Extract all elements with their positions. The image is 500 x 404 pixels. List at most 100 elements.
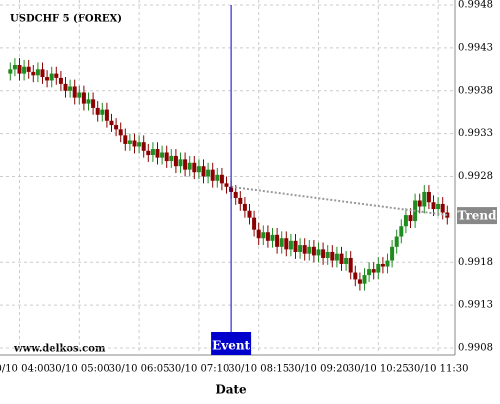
candle-body (95, 107, 100, 115)
x-axis-title: Date (215, 383, 247, 397)
candle-body (279, 238, 284, 247)
candle-body (252, 217, 257, 230)
candle-body (17, 65, 22, 74)
candle-body (417, 200, 422, 207)
y-tick-label: 0.9913 (458, 300, 493, 311)
candle-body (265, 232, 270, 241)
candle-body (316, 249, 321, 256)
candle-body (233, 191, 238, 198)
candle-body (123, 135, 128, 144)
candle-body (380, 263, 385, 267)
y-tick-label: 0.9928 (458, 171, 493, 182)
candle-body (58, 77, 63, 84)
candle-body (385, 260, 390, 267)
candle-body (150, 149, 155, 156)
candle-body (192, 162, 197, 173)
candle-body (63, 83, 68, 91)
y-tick-label: 0.9908 (458, 343, 493, 354)
candle-body (403, 215, 408, 227)
candle-body (68, 86, 73, 91)
candle-body (146, 150, 151, 156)
candle-body (247, 210, 252, 218)
event-label-box (211, 332, 252, 355)
candle-body (137, 142, 142, 147)
candle-body (311, 246, 316, 256)
candle-body (114, 125, 119, 130)
candle-body (371, 269, 376, 273)
candle-body (201, 166, 206, 177)
y-tick-label: 0.9938 (458, 85, 493, 96)
candle-body (408, 215, 413, 222)
candle-body (91, 99, 96, 108)
x-tick-label: 30/10 05:00 (49, 364, 110, 375)
candle-body (49, 73, 54, 81)
candle-body (298, 245, 303, 252)
candle-body (54, 73, 59, 78)
trend-label-box (457, 207, 497, 225)
candle-body (330, 251, 335, 261)
candle-body (187, 162, 192, 170)
candle-body (325, 251, 330, 258)
candle-body (104, 109, 109, 121)
source: www.delkos.com (13, 344, 106, 355)
x-tick-label: 30/10 09:20 (288, 364, 349, 375)
candle-body (275, 234, 280, 247)
candle-body (45, 77, 50, 81)
candle-body (183, 159, 188, 170)
candle-body (357, 279, 362, 284)
x-tick-label: 30/10 06:05 (109, 364, 170, 375)
candle-body (35, 69, 40, 76)
candle-body (173, 155, 178, 167)
candle-body (353, 272, 358, 280)
candle-body (77, 92, 82, 98)
candle-body (270, 234, 275, 241)
candle-body (422, 191, 427, 207)
candle-body (242, 203, 247, 211)
candle-body (288, 240, 293, 250)
y-tick-label: 0.9933 (458, 128, 493, 139)
candle-body (334, 253, 339, 261)
candle-body (210, 169, 215, 181)
candle-body (169, 155, 174, 162)
candle-body (321, 249, 326, 258)
trend-line (230, 185, 448, 217)
candle-body (440, 203, 445, 213)
candle-body (238, 197, 243, 204)
candle-body (31, 71, 36, 76)
candle-body (118, 129, 123, 136)
candle-body (86, 99, 91, 104)
candle-body (164, 152, 169, 162)
candle-body (307, 246, 312, 254)
candle-body (219, 174, 224, 184)
candle-body (26, 66, 31, 72)
candle-body (426, 191, 431, 203)
candle-body (224, 183, 229, 187)
x-tick-label: 30/10 04:00 (0, 364, 50, 375)
trend-label: Trend (457, 209, 497, 223)
candle-body (261, 232, 266, 239)
candle-body (431, 202, 436, 210)
candle-body (376, 263, 381, 273)
candle-body (302, 245, 307, 254)
candle-body (72, 86, 77, 98)
y-tick-label: 0.9943 (458, 42, 493, 53)
candle-body (394, 236, 399, 247)
candle-body (8, 69, 13, 74)
x-tick-label: 30/10 11:30 (408, 364, 469, 375)
candle-body (132, 140, 137, 147)
candle-body (445, 212, 450, 218)
candle-body (127, 140, 132, 144)
candle-body (284, 238, 289, 250)
candle-body (12, 65, 17, 70)
candle-body (178, 159, 183, 167)
candle-body (160, 152, 165, 158)
candle-body (141, 142, 146, 151)
candle-body (367, 269, 372, 276)
candle-body (256, 229, 261, 239)
candle-body (344, 257, 349, 264)
candle-body (362, 275, 367, 284)
candle-body (206, 169, 211, 177)
candle-body (81, 92, 86, 104)
y-tick-label: 0.9948 (458, 0, 493, 11)
